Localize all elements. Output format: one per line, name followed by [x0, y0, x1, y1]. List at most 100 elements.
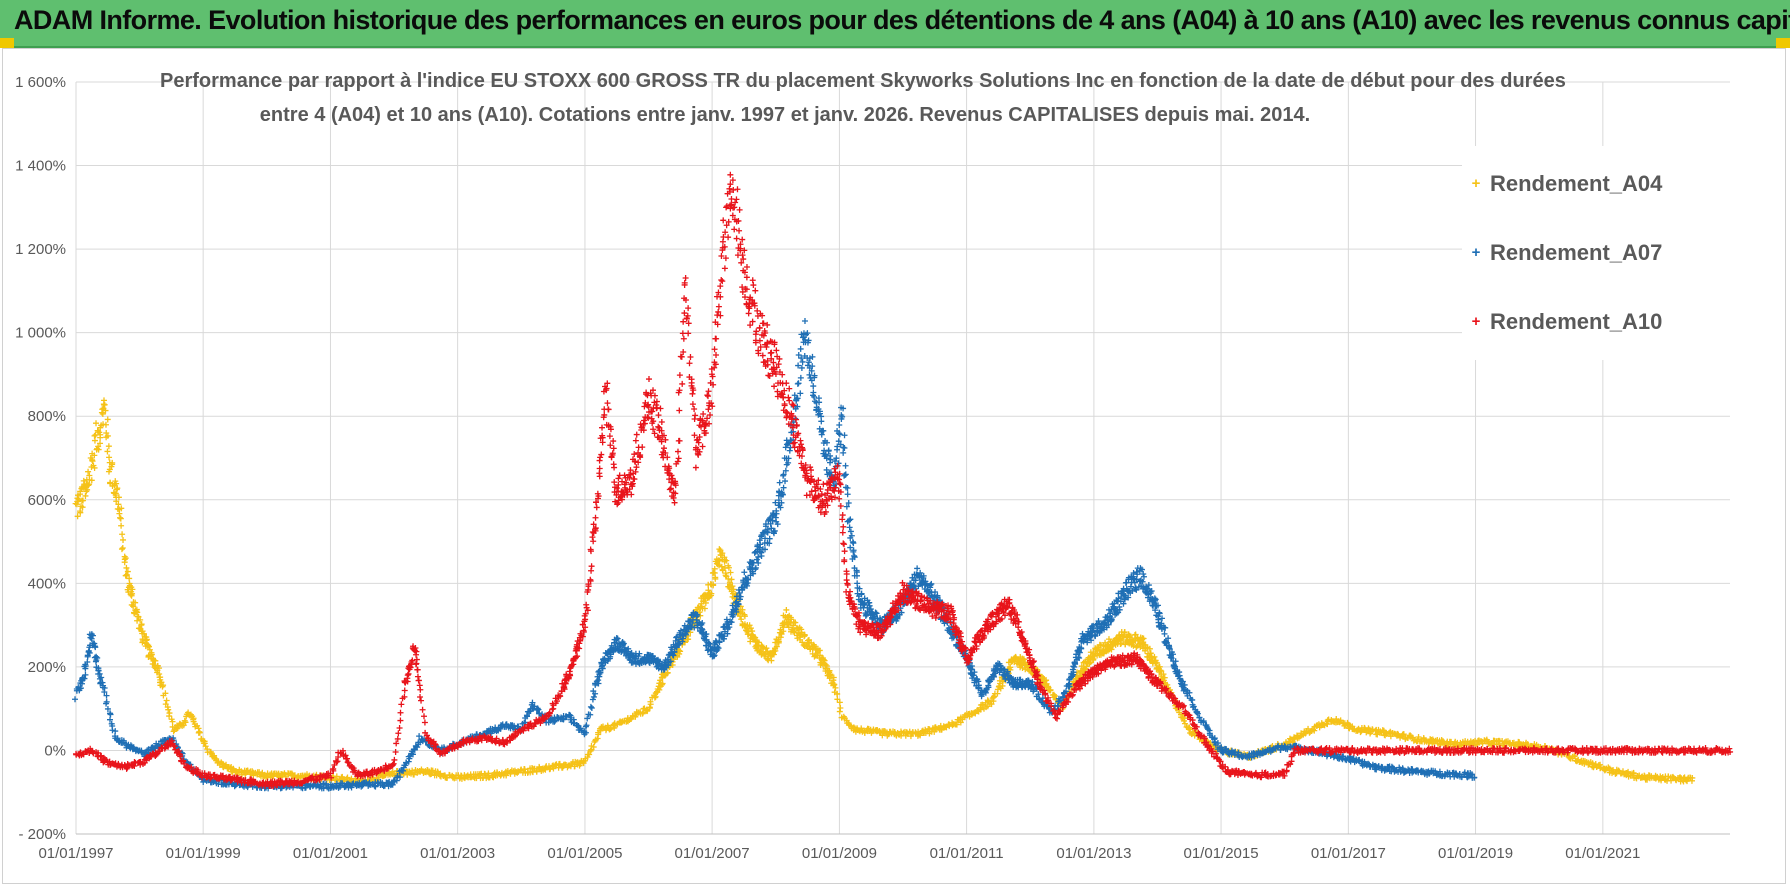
chart-frame [2, 48, 1786, 884]
data-point [546, 766, 553, 773]
data-point [1042, 677, 1049, 684]
data-point [834, 691, 841, 698]
data-point [109, 459, 116, 466]
data-point [118, 522, 125, 529]
data-point [697, 612, 704, 619]
y-tick-label: 0% [44, 742, 66, 759]
data-point [1479, 740, 1486, 747]
data-point [710, 581, 717, 588]
data-point [792, 619, 799, 626]
data-point [795, 380, 802, 387]
data-point [842, 462, 849, 469]
data-point [102, 407, 109, 414]
data-point [833, 455, 840, 462]
data-point [119, 531, 126, 538]
data-point [1160, 671, 1167, 678]
data-point [72, 696, 79, 703]
data-point [107, 711, 114, 718]
data-point [400, 767, 407, 774]
data-point [728, 576, 735, 583]
data-point [95, 665, 102, 672]
data-point [1147, 650, 1154, 657]
data-point [836, 431, 843, 438]
data-point [1290, 736, 1297, 743]
data-point [595, 677, 602, 684]
data-point [729, 583, 736, 590]
data-point [117, 515, 124, 522]
data-point [428, 770, 435, 777]
data-point [104, 432, 111, 439]
data-point [716, 557, 723, 564]
corner-accent-left [0, 38, 14, 48]
data-point [727, 569, 734, 576]
data-point [84, 653, 91, 660]
data-point [1164, 681, 1171, 688]
data-point [846, 524, 853, 531]
data-point [389, 781, 396, 788]
data-point [107, 716, 114, 723]
data-point [113, 480, 120, 487]
data-point [91, 464, 98, 471]
data-point [953, 721, 960, 728]
data-point [124, 568, 131, 575]
data-point [775, 639, 782, 646]
data-point [844, 491, 851, 498]
data-point [797, 345, 804, 352]
data-point [215, 758, 222, 765]
data-point [702, 599, 709, 606]
data-point [91, 437, 98, 444]
data-point [1592, 760, 1599, 767]
data-point [801, 317, 808, 324]
data-point [810, 383, 817, 390]
data-point [511, 722, 518, 729]
data-point [1180, 717, 1187, 724]
data-point [139, 628, 146, 635]
data-point [643, 706, 650, 713]
data-point [95, 428, 102, 435]
data-point [590, 743, 597, 750]
data-point [137, 616, 144, 623]
y-tick-label: 1 400% [15, 158, 66, 175]
data-point [113, 486, 120, 493]
x-tick-label: 01/01/2015 [1184, 845, 1259, 862]
data-point [119, 544, 126, 551]
data-point [797, 374, 804, 381]
data-point [818, 418, 825, 425]
data-point [1140, 573, 1147, 580]
data-point [152, 657, 159, 664]
data-point [165, 706, 172, 713]
data-point [801, 631, 808, 638]
y-tick-label: 1 000% [15, 325, 66, 342]
data-point [725, 564, 732, 571]
data-point [162, 690, 169, 697]
data-point [91, 452, 98, 459]
data-point [1524, 741, 1531, 748]
data-point [708, 590, 715, 597]
data-point [810, 641, 817, 648]
data-point [135, 613, 142, 620]
data-point [1047, 686, 1054, 693]
data-point [1337, 717, 1344, 724]
data-point [741, 613, 748, 620]
data-point [832, 684, 839, 691]
data-point [414, 744, 421, 751]
data-point [1121, 629, 1128, 636]
data-point [836, 699, 843, 706]
header-bar: ADAM Informe. Evolution historique des p… [0, 0, 1790, 48]
x-tick-label: 01/01/2019 [1438, 845, 1513, 862]
y-tick-label: 1 200% [15, 241, 66, 258]
data-point [984, 697, 991, 704]
data-point [123, 571, 130, 578]
corner-accent-right [1776, 38, 1790, 48]
x-tick-label: 01/01/2013 [1056, 845, 1131, 862]
data-point [120, 536, 127, 543]
data-point [118, 546, 125, 553]
data-point [163, 697, 170, 704]
data-point [201, 740, 208, 747]
data-point [77, 685, 84, 692]
data-point [409, 751, 416, 758]
scatter-points [72, 171, 1734, 792]
data-point [117, 514, 124, 521]
data-point [647, 701, 654, 708]
data-point [97, 440, 104, 447]
